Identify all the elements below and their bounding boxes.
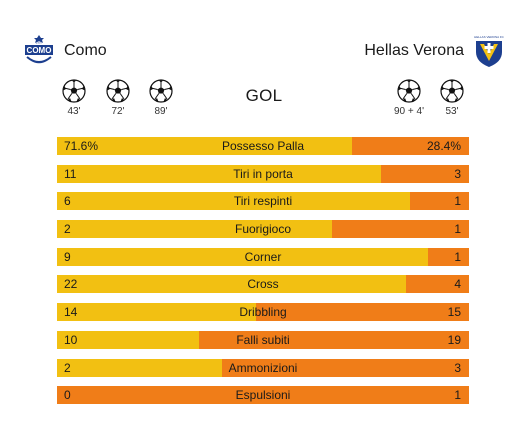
home-goal-3: 89' (143, 79, 179, 117)
goals-label: GOL (245, 86, 283, 105)
home-value: 11 (64, 166, 77, 181)
goal-minute: 72' (111, 106, 125, 117)
home-share-bar (57, 137, 352, 155)
away-team-name: Hellas Verona (364, 42, 464, 59)
stat-row-offside: Fuorigioco 2 1 (57, 220, 469, 239)
soccer-ball-icon (62, 79, 86, 103)
stat-row-red-cards: Espulsioni 0 1 (57, 386, 469, 405)
stat-label: Tiri respinti (233, 194, 293, 209)
home-value: 10 (64, 332, 78, 347)
home-value: 9 (64, 249, 71, 264)
stat-label: Falli subiti (236, 332, 290, 347)
home-share-bar (57, 220, 332, 239)
away-value: 3 (454, 360, 461, 375)
away-value: 1 (454, 222, 461, 237)
away-value: 19 (447, 332, 461, 347)
como-crest-icon: COMO 1907 (25, 35, 53, 64)
goal-minute: 53' (445, 106, 459, 117)
stat-row-cross: Cross 22 4 (57, 275, 469, 294)
svg-text:HELLAS VERONA FC: HELLAS VERONA FC (474, 35, 505, 39)
soccer-ball-icon (106, 79, 130, 103)
soccer-ball-icon (440, 79, 464, 103)
match-stats: Possesso Palla 71.6% 28.4% Tiri in porta… (57, 137, 469, 414)
home-team-name: Como (64, 42, 107, 59)
stat-label: Possesso Palla (221, 139, 305, 153)
hellas-verona-crest-icon: HELLAS VERONA FC (474, 35, 505, 67)
home-value: 22 (64, 277, 78, 292)
stat-label: Espulsioni (235, 388, 291, 403)
home-value: 14 (64, 305, 78, 320)
soccer-ball-icon (397, 79, 421, 103)
home-value: 71.6% (64, 139, 99, 153)
stat-row-possession: Possesso Palla 71.6% 28.4% (57, 137, 469, 155)
stat-label: Fuorigioco (234, 222, 292, 237)
stat-label: Tiri in porta (233, 166, 293, 181)
svg-text:1907: 1907 (36, 41, 43, 45)
stat-row-dribbling: Dribbling 14 15 (57, 303, 469, 322)
away-team: Hellas Verona HELLAS VERONA FC (364, 34, 506, 68)
home-team: COMO 1907 Como (22, 34, 107, 68)
home-value: 2 (64, 222, 71, 237)
stat-row-blocked-shots: Tiri respinti 6 1 (57, 192, 469, 211)
soccer-ball-icon (149, 79, 173, 103)
home-goal-2: 72' (100, 79, 136, 117)
home-share-bar (57, 275, 406, 294)
stat-row-fouls-suffered: Falli subiti 10 19 (57, 330, 469, 349)
away-goal-2: 53' (434, 79, 470, 117)
stat-row-shots-on-target: Tiri in porta 11 3 (57, 164, 469, 183)
stat-label: Cross (247, 277, 279, 292)
goal-minute: 90 + 4' (394, 106, 424, 117)
stat-row-corner: Corner 9 1 (57, 247, 469, 266)
home-goal-1: 43' (56, 79, 92, 117)
goal-minute: 43' (67, 106, 81, 117)
away-value: 3 (454, 166, 461, 181)
svg-text:COMO: COMO (27, 46, 52, 55)
home-value: 6 (64, 194, 71, 209)
away-value: 15 (447, 305, 461, 320)
home-share-bar (57, 303, 256, 322)
home-share-bar (57, 247, 428, 266)
home-share-bar (57, 358, 222, 377)
away-value: 28.4% (426, 139, 461, 153)
away-value: 1 (454, 249, 461, 264)
stat-label: Ammonizioni (228, 360, 298, 375)
away-value: 1 (454, 388, 461, 403)
goal-minute: 89' (154, 106, 168, 117)
away-value: 4 (454, 277, 461, 292)
home-value: 2 (64, 360, 71, 375)
stat-label: Corner (244, 249, 282, 264)
stat-label: Dribbling (239, 305, 287, 320)
stat-row-yellow-cards: Ammonizioni 2 3 (57, 358, 469, 377)
home-share-bar (57, 330, 200, 349)
home-value: 0 (64, 388, 71, 403)
home-share-bar (57, 164, 381, 183)
away-goal-1: 90 + 4' (390, 79, 428, 117)
home-share-bar (57, 192, 411, 211)
away-value: 1 (454, 194, 461, 209)
